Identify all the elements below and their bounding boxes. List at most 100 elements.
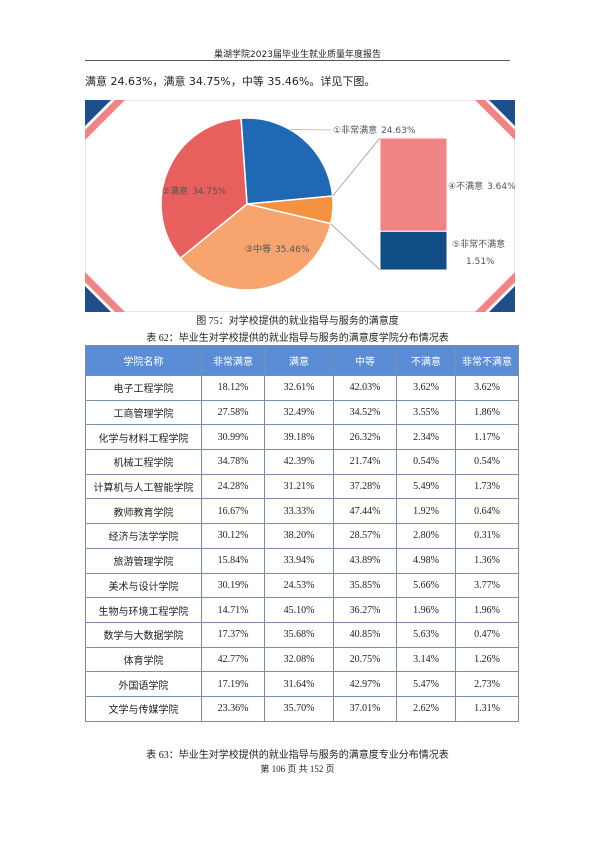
table-cell: 1.26% (455, 646, 519, 673)
decor (85, 100, 125, 140)
bar-segment (379, 230, 448, 271)
table-cell: 34.52% (333, 399, 397, 426)
table-cell: 37.28% (333, 473, 397, 500)
table-row: 计算机与人工智能学院 24.28% 31.21% 37.28% 5.49% 1.73% (85, 473, 519, 500)
table-cell: 2.34% (396, 424, 456, 451)
table-cell: 经济与法学学院 (85, 523, 202, 549)
table-cell: 2.80% (396, 523, 456, 549)
figure-caption: 图 75：对学校提供的就业指导与服务的满意度 (196, 316, 399, 327)
table-cell: 教师教育学院 (85, 498, 202, 525)
table-cell: 生物与环境工程学院 (85, 597, 202, 623)
table-cell: 5.63% (396, 621, 456, 648)
table-cell: 3.62% (396, 375, 456, 401)
table-cell: 33.33% (264, 498, 334, 525)
table-cell: 35.70% (264, 695, 334, 722)
table-row: 外国语学院 17.19% 31.64% 42.97% 5.47% 2.73% (85, 671, 519, 697)
header: 巢湖学院2023届毕业生就业质量年度报告 (214, 50, 381, 60)
table-cell: 1.31% (455, 695, 519, 722)
table-cell: 42.97% (333, 671, 397, 697)
table-cell: 30.12% (201, 523, 265, 549)
table-cell: 32.08% (264, 646, 334, 673)
decor (489, 100, 515, 126)
table-cell: 27.58% (201, 399, 265, 426)
table-cell: 0.31% (455, 523, 519, 549)
table-row: 旅游管理学院 15.84% 33.94% 43.89% 4.98% 1.36% (85, 547, 519, 574)
table-row: 文学与传媒学院 23.36% 35.70% 37.01% 2.62% 1.31% (85, 695, 519, 722)
table-cell: 体育学院 (85, 646, 202, 673)
category-label: ⑤非常不满意 (452, 238, 505, 250)
table-cell: 14.71% (201, 597, 265, 623)
table-cell: 1.96% (455, 597, 519, 623)
table-cell: 33.94% (264, 547, 334, 574)
table-row: 生物与环境工程学院 14.71% 45.10% 36.27% 1.96% 1.96% (85, 597, 519, 623)
table-cell: 32.61% (264, 375, 334, 401)
table-cell: 24.28% (201, 473, 265, 500)
table-cell: 0.47% (455, 621, 519, 648)
table-cell: 2.73% (455, 671, 519, 697)
table-cell: 美术与设计学院 (85, 572, 202, 599)
value-label: 34.75% (192, 187, 227, 197)
table-cell: 45.10% (264, 597, 334, 623)
column-header: 非常满意 (201, 345, 265, 376)
decor (489, 286, 515, 312)
table-cell: 30.19% (201, 572, 265, 599)
table-row: 体育学院 42.77% 32.08% 20.75% 3.14% 1.26% (85, 646, 519, 673)
table-cell: 5.47% (396, 671, 456, 697)
category-label: ③中等 (245, 243, 271, 255)
value-label: 24.63% (381, 126, 416, 136)
category-label: ①非常满意 (333, 124, 377, 136)
table-cell: 34.78% (201, 449, 265, 475)
table-cell: 28.57% (333, 523, 397, 549)
table-cell: 3.62% (455, 375, 519, 401)
table-cell: 2.62% (396, 695, 456, 722)
connector (330, 223, 381, 271)
table-cell: 24.53% (264, 572, 334, 599)
table-cell: 42.03% (333, 375, 397, 401)
table-cell: 38.20% (264, 523, 334, 549)
table-cell: 计算机与人工智能学院 (85, 473, 202, 500)
table-cell: 电子工程学院 (85, 375, 202, 401)
decor (85, 100, 111, 126)
decor (85, 286, 111, 312)
table-cell: 21.74% (333, 449, 397, 475)
table-cell: 18.12% (201, 375, 265, 401)
table-caption: 表 62：毕业生对学校提供的就业指导与服务的满意度学院分布情况表 (146, 333, 449, 344)
table-cell: 1.86% (455, 399, 519, 426)
table-cell: 32.49% (264, 399, 334, 426)
table-cell: 机械工程学院 (85, 449, 202, 475)
category-label: ②满意 (162, 185, 188, 197)
table-cell: 3.77% (455, 572, 519, 599)
table-cell: 1.36% (455, 547, 519, 574)
table-cell: 16.67% (201, 498, 265, 525)
table-cell: 1.96% (396, 597, 456, 623)
data-label: ①非常满意 24.63% (333, 124, 416, 136)
table-cell: 旅游管理学院 (85, 547, 202, 574)
table-cell: 35.68% (264, 621, 334, 648)
table-cell: 外国语学院 (85, 671, 202, 697)
data-label: ④不满意 3.64% (448, 180, 515, 192)
pie-slice (160, 117, 248, 260)
data-label: ②满意 34.75% (162, 185, 227, 197)
value-label: 1.51% (466, 257, 495, 267)
column-header: 中等 (333, 345, 397, 376)
table-cell: 26.32% (333, 424, 397, 451)
table-cell: 40.85% (333, 621, 397, 648)
next-caption: 表 63：毕业生对学校提供的就业指导与服务的满意度专业分布情况表 (146, 750, 449, 761)
table-row: 电子工程学院 18.12% 32.61% 42.03% 3.62% 3.62% (85, 375, 519, 401)
decor (475, 272, 515, 312)
column-header: 学院名称 (85, 345, 202, 376)
table-cell: 工商管理学院 (85, 399, 202, 426)
table-cell: 文学与传媒学院 (85, 695, 202, 722)
table-row: 化学与材料工程学院 30.99% 39.18% 26.32% 2.34% 1.17% (85, 424, 519, 451)
table-row: 机械工程学院 34.78% 42.39% 21.74% 0.54% 0.54% (85, 449, 519, 475)
table-row: 工商管理学院 27.58% 32.49% 34.52% 3.55% 1.86% (85, 399, 519, 426)
table-cell: 42.39% (264, 449, 334, 475)
connector (332, 137, 381, 197)
header-rule (85, 60, 510, 61)
table-cell: 1.17% (455, 424, 519, 451)
table-cell: 31.64% (264, 671, 334, 697)
table-row: 数学与大数据学院 17.37% 35.68% 40.85% 5.63% 0.47% (85, 621, 519, 648)
column-header: 不满意 (396, 345, 456, 376)
table-cell: 39.18% (264, 424, 334, 451)
table-cell: 17.19% (201, 671, 265, 697)
